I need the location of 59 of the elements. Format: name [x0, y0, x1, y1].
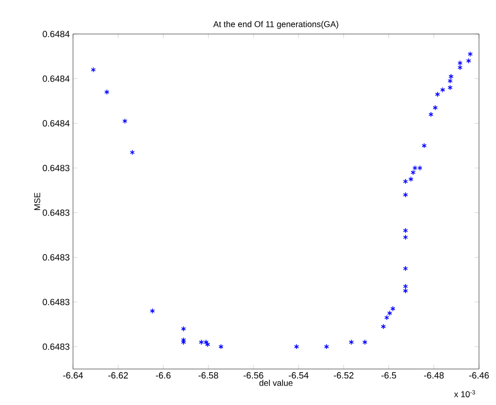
point	[104, 89, 110, 95]
point	[448, 84, 453, 90]
x-tick-label: -6.46	[469, 372, 489, 379]
point	[408, 176, 414, 182]
point	[362, 339, 368, 345]
text: x 10$^{-3}$	[454, 390, 476, 398]
point	[403, 266, 408, 272]
point	[412, 165, 418, 171]
point	[380, 324, 386, 330]
x-tick-label: -6.64	[63, 372, 83, 379]
x-axis-title: del value	[259, 380, 293, 386]
point	[130, 150, 135, 156]
point	[422, 142, 427, 148]
point	[90, 66, 96, 73]
point	[410, 170, 416, 176]
chart-title: At the end Of 11 generations(GA)	[213, 20, 338, 29]
x-tick-label: -6.54	[288, 372, 309, 379]
point	[390, 306, 396, 312]
point	[324, 344, 329, 350]
point	[387, 310, 392, 316]
point	[428, 112, 434, 118]
point	[417, 165, 422, 171]
point	[440, 87, 446, 93]
point	[198, 339, 204, 345]
y-tick-label: 0.6483	[42, 254, 70, 261]
y-tick-label: 0.6483	[42, 298, 70, 306]
y-axis-title: MSE	[34, 192, 40, 210]
x-tick-label: -6.6	[156, 372, 171, 379]
x-tick-label: -6.48	[424, 372, 444, 379]
point	[348, 339, 354, 345]
x-tick-label: -6.52	[334, 372, 354, 379]
point	[448, 78, 453, 84]
point	[403, 192, 408, 198]
x-tick-label: -6.56	[244, 372, 264, 379]
y-tick-label: 0.6483	[42, 209, 70, 216]
point	[403, 178, 408, 184]
y-tick-label: 0.6483	[42, 164, 70, 172]
point	[205, 342, 210, 348]
point	[435, 92, 440, 98]
point	[122, 118, 128, 124]
point	[403, 228, 408, 234]
point	[294, 344, 299, 350]
point	[181, 326, 186, 332]
point	[150, 308, 155, 314]
x-tick-label: -6.58	[198, 372, 218, 379]
point	[403, 234, 408, 240]
point	[448, 74, 454, 80]
point	[432, 104, 438, 110]
point	[468, 51, 473, 57]
point	[384, 314, 390, 320]
point	[204, 339, 209, 345]
point	[218, 344, 224, 350]
x-tick-label: -6.62	[108, 372, 128, 379]
y-tick-label: 0.6483	[42, 343, 70, 350]
y-tick-label: 0.6484	[42, 75, 70, 82]
point	[466, 58, 472, 64]
y-tick-label: 0.6484	[42, 30, 70, 38]
x-tick-label: -6.5	[381, 372, 396, 379]
y-tick-label: 0.6484	[42, 120, 70, 127]
